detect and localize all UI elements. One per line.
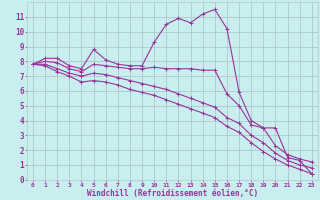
X-axis label: Windchill (Refroidissement éolien,°C): Windchill (Refroidissement éolien,°C) bbox=[87, 189, 258, 198]
